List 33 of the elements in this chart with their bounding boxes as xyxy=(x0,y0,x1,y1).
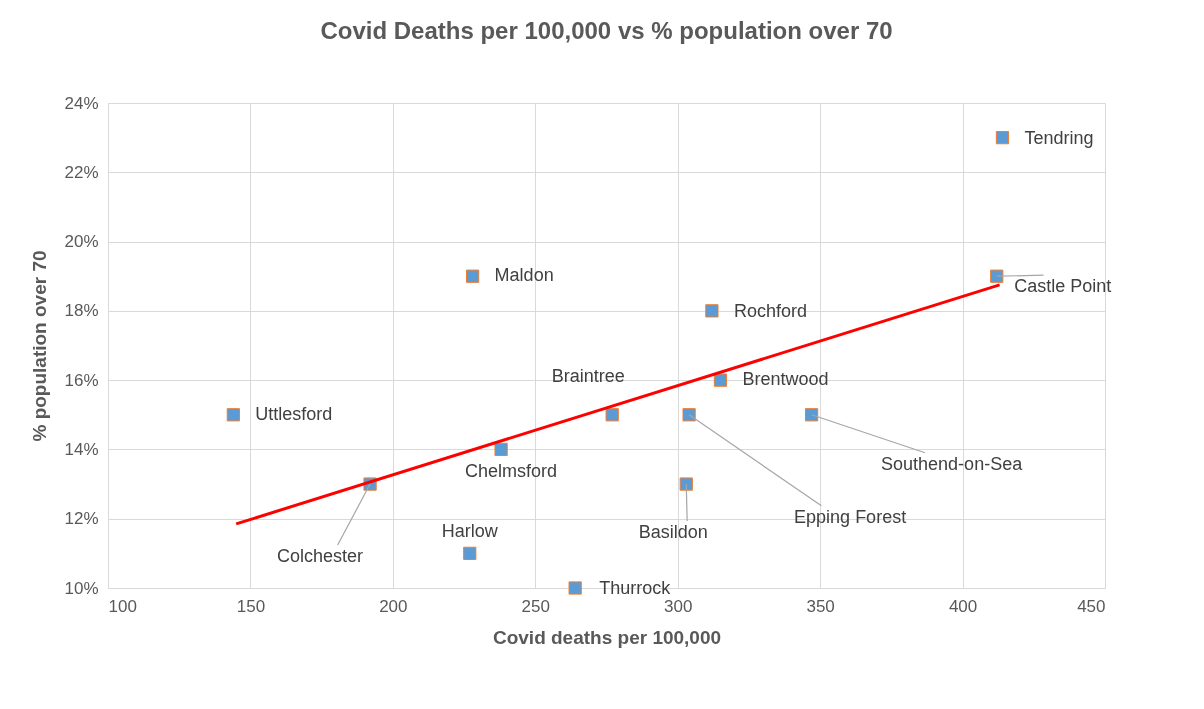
annotation: Castle Point xyxy=(1014,276,1112,297)
x-tick-label: 300 xyxy=(664,596,693,616)
y-tick-label: 12% xyxy=(64,509,99,529)
x-tick-label: 450 xyxy=(1077,596,1106,616)
annotation: Colchester xyxy=(277,546,364,567)
x-axis-title: Covid deaths per 100,000 xyxy=(492,626,722,648)
x-tick-label: 350 xyxy=(806,596,835,616)
y-tick-label: 16% xyxy=(64,370,99,390)
x-tick-label: 250 xyxy=(521,596,550,616)
annotation: Maldon xyxy=(494,265,554,286)
x-tick-label: 150 xyxy=(236,596,266,616)
annotation: Braintree xyxy=(551,365,625,386)
x-tick-label: 100 xyxy=(108,596,137,616)
x-tick-label: 200 xyxy=(379,596,408,616)
y-axis-title: % population over 70 xyxy=(29,250,51,442)
y-tick-label: 20% xyxy=(64,232,99,252)
y-tick-label: 10% xyxy=(64,578,99,598)
annotation: Epping Forest xyxy=(794,506,907,527)
chart-title: Covid Deaths per 100,000 vs % population over 70 xyxy=(320,17,893,44)
annotation: Southend-on-Sea xyxy=(881,453,1024,474)
y-tick-label: 22% xyxy=(64,162,99,182)
annotation: Uttlesford xyxy=(255,403,333,424)
y-tick-label: 24% xyxy=(64,93,99,113)
annotation: Chelmsford xyxy=(465,461,558,482)
x-tick-label: 400 xyxy=(948,596,978,616)
annotation: Thurrock xyxy=(599,578,672,598)
y-tick-label: 18% xyxy=(64,301,99,321)
annotation: Rochford xyxy=(733,300,807,321)
y-tick-label: 14% xyxy=(64,439,99,459)
annotation: Tendring xyxy=(1024,127,1094,148)
annotation: Brentwood xyxy=(742,369,829,390)
annotation: Basildon xyxy=(638,522,708,543)
annotation: Harlow xyxy=(441,521,499,542)
